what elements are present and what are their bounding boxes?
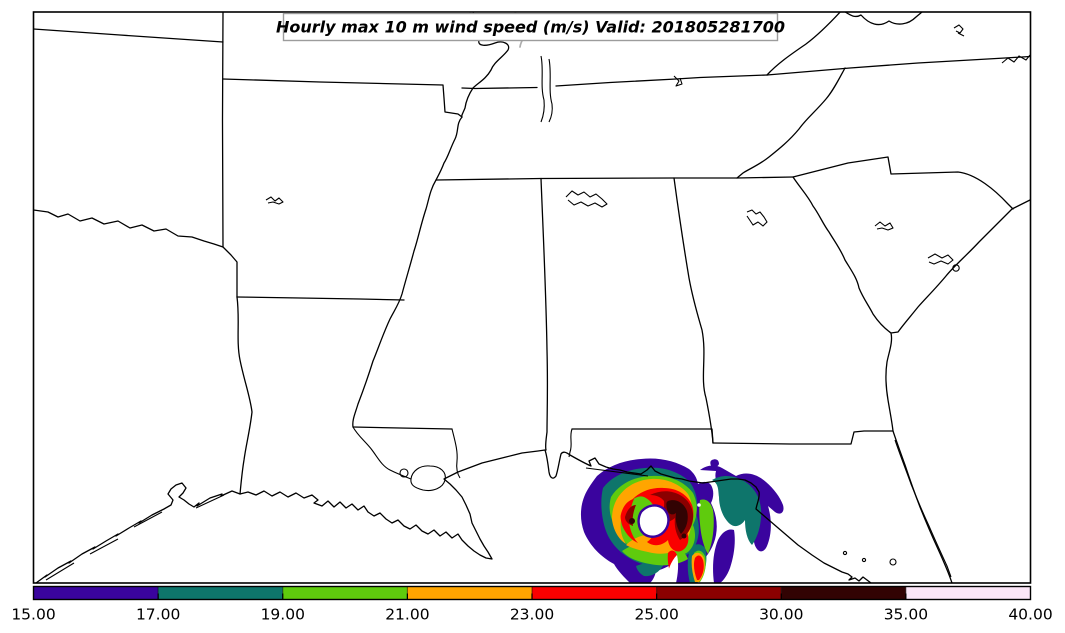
colorbar-tick-label: 25.00 bbox=[634, 606, 678, 624]
colorbar-outline bbox=[32, 585, 1032, 601]
river-pearl bbox=[451, 428, 461, 479]
barrier-island-tx-1 bbox=[45, 562, 75, 581]
barrier-island-tx-4 bbox=[195, 494, 225, 509]
storm-white-gap bbox=[666, 555, 679, 583]
state-border-ms-al bbox=[540, 177, 549, 451]
title-box-group: Hourly max 10 m wind speed (m/s) Valid: … bbox=[276, 12, 785, 42]
colorbar-tick-label: 23.00 bbox=[510, 606, 554, 624]
coastline-gulf bbox=[35, 449, 872, 583]
state-border-ga-sc-savannah bbox=[792, 176, 892, 334]
barrier-island-santa-rosa bbox=[585, 467, 649, 477]
river-perdido bbox=[568, 428, 573, 458]
colorbar-tick-label: 21.00 bbox=[385, 606, 429, 624]
barrier-island-tx-2 bbox=[89, 538, 119, 555]
title-box bbox=[282, 12, 779, 42]
colorbar-segment bbox=[407, 586, 532, 600]
state-border-al-ga bbox=[673, 177, 714, 444]
georgia-lake-squiggle bbox=[746, 209, 768, 227]
river-mississippi-lower bbox=[352, 426, 412, 480]
state-border-ky-tn-east bbox=[555, 74, 768, 87]
colorbar-segment bbox=[532, 586, 657, 600]
arkansas-river-squiggle bbox=[265, 196, 284, 205]
barrier-island-fl-east bbox=[894, 439, 952, 578]
storm-eye bbox=[637, 504, 670, 538]
colorbar: 15.00 17.00 19.00 21.00 23.00 25.00 30.00 35.00… bbox=[11, 585, 1053, 624]
sc-lake-squiggle-1 bbox=[874, 221, 894, 231]
kentucky-lake bbox=[540, 55, 545, 123]
river-mississippi bbox=[352, 12, 510, 428]
coastal-sound-squiggle bbox=[1001, 54, 1031, 64]
lake-maurepas bbox=[399, 468, 409, 478]
state-border-tn-south-35n bbox=[435, 176, 794, 181]
colorbar-segment bbox=[158, 586, 283, 600]
state-border-ky-tn bbox=[461, 86, 538, 90]
state-border-mo-ar-bootheel bbox=[222, 78, 463, 118]
fl-coast-islet-1 bbox=[842, 550, 848, 556]
storm-white-speck bbox=[697, 503, 701, 507]
colorbar-segment bbox=[656, 586, 782, 600]
wind-field bbox=[580, 458, 784, 583]
colorbar-segment bbox=[282, 586, 408, 600]
lake-pontchartrain bbox=[410, 465, 446, 492]
wind-band-30-35-spot-west bbox=[629, 518, 635, 524]
colorbar-tick-label: 35.00 bbox=[884, 606, 928, 624]
wind-band-30-35-spot-se bbox=[681, 533, 687, 539]
colorbar-segment bbox=[781, 586, 906, 600]
state-border-ar-la bbox=[236, 296, 405, 301]
state-border-ky-va-wv bbox=[766, 12, 923, 76]
state-border-ok-tx-red-river bbox=[33, 209, 224, 248]
fl-coast-islet-2 bbox=[861, 557, 867, 563]
river-crossing-glyph bbox=[673, 75, 683, 87]
state-border-ks-ok bbox=[33, 28, 224, 43]
colorbar-tick-label: 30.00 bbox=[759, 606, 803, 624]
state-border-va-nc bbox=[766, 55, 1031, 76]
coastline-atlantic bbox=[885, 199, 1031, 583]
state-border-al-fl bbox=[571, 428, 714, 444]
state-border-la-ms bbox=[352, 426, 453, 430]
virginia-river-glyph bbox=[953, 24, 965, 37]
colorbar-tick-label: 40.00 bbox=[1008, 606, 1052, 624]
state-border-tx-la-sabine bbox=[236, 296, 253, 495]
barrier-island-tx-3 bbox=[133, 511, 163, 528]
lake-barkley bbox=[548, 58, 553, 123]
state-border-mo-west bbox=[221, 12, 238, 298]
state-border-tn-nc bbox=[736, 67, 846, 179]
state-border-nc-sc bbox=[792, 156, 1014, 210]
colorbar-tick-label: 17.00 bbox=[136, 606, 180, 624]
sc-lake-squiggle-2 bbox=[927, 253, 954, 265]
fl-inland-lake bbox=[889, 558, 897, 566]
tennessee-river-alabama bbox=[565, 190, 608, 208]
colorbar-tick-label: 19.00 bbox=[261, 606, 305, 624]
colorbar-segment bbox=[33, 586, 159, 600]
map-frame bbox=[32, 11, 1032, 584]
state-border-ga-fl bbox=[712, 430, 894, 445]
wind-band-30-35 bbox=[666, 500, 688, 534]
map-linework bbox=[33, 12, 1031, 583]
colorbar-segment bbox=[905, 586, 1031, 600]
figure-title: Hourly max 10 m wind speed (m/s) Valid: … bbox=[276, 18, 785, 37]
colorbar-tick-label: 15.00 bbox=[11, 606, 55, 624]
